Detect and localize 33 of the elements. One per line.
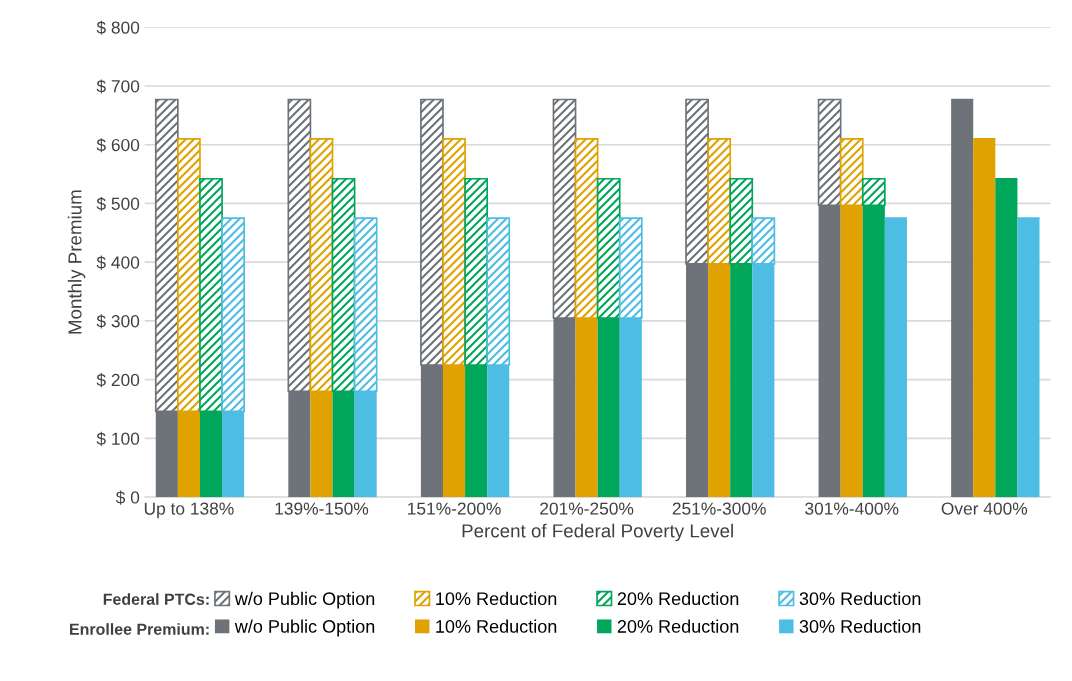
y-tick-label: $ 0 [115,490,140,505]
y-tick-label: $ 500 [96,196,140,211]
y-axis-title: Monthly Premium [67,190,86,334]
legend-label: 30% Reduction [799,591,921,606]
bar [995,178,1018,498]
x-tick-label: 301%-400% [805,502,899,515]
y-tick-label: $ 100 [96,431,140,446]
legend-label: w/o Public Option [234,591,375,609]
y-tick-label: $ 600 [96,138,140,153]
bar [884,218,907,498]
legend-label: 30% Reduction [799,619,921,633]
legend-label: 20% Reduction [617,591,739,606]
legend-label: 10% Reduction [436,591,557,606]
bar [1017,218,1040,498]
y-tick-label: $ 200 [96,373,140,388]
y-tick-label: $ 700 [96,79,140,94]
bar [951,99,974,498]
x-axis-title: Percent of Federal Poverty Level [462,523,733,542]
y-tick-label: $ 400 [96,255,140,270]
text: Enrollee Premium: [70,623,209,635]
x-tick-label: 201%-250% [540,502,634,515]
x-tick-label: 251%-300% [672,502,766,515]
bar [973,138,996,498]
y-tick-label: $ 300 [96,314,140,329]
legend-label: w/o Public Option [234,619,375,637]
x-tick-label: Up to 138% [144,502,234,519]
y-tick-label: $ 800 [96,20,140,35]
legend-label: 10% Reduction [436,619,557,633]
text: Federal PTCs: [103,593,209,605]
x-tick-label: 139%-150% [275,502,369,515]
legend-label: 20% Reduction [617,619,739,633]
x-tick-label: 151%-200% [408,502,501,515]
x-tick-label: Over 400% [941,502,1028,515]
